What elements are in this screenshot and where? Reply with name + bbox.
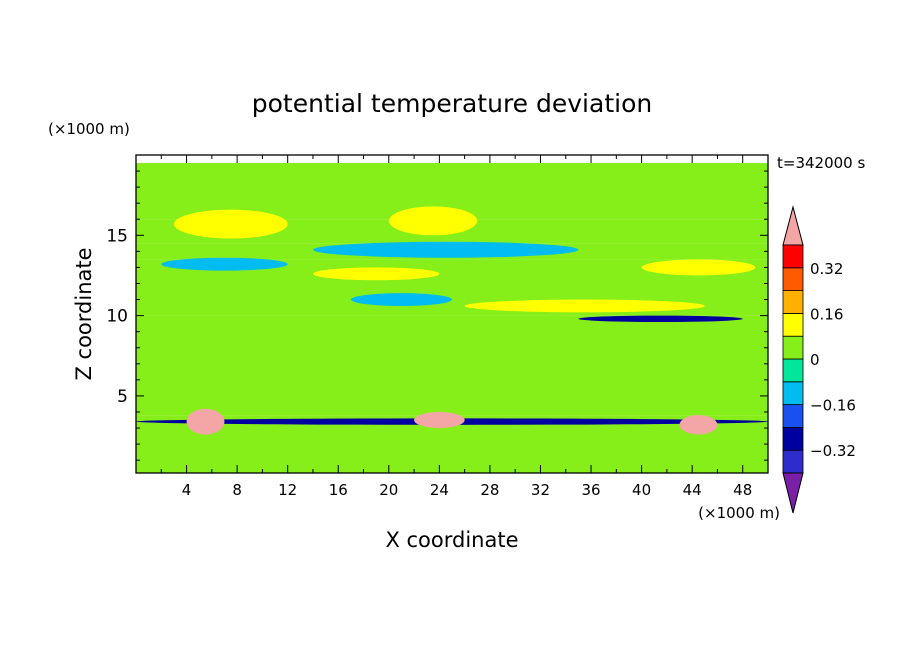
x-unit-label: (×1000 m) <box>698 504 780 522</box>
colorbar-tick-label-0: −0.32 <box>810 442 856 460</box>
field-patch-17 <box>186 408 225 435</box>
colorbar-cell-9 <box>782 244 804 269</box>
field-patch-9 <box>641 259 756 276</box>
x-axis-label: X coordinate <box>385 528 518 552</box>
field-patch-7 <box>173 209 288 239</box>
colorbar-tick-label-2: 0 <box>810 351 820 369</box>
x-tick-label-8: 8 <box>232 481 242 499</box>
x-tick-label-20: 20 <box>379 481 398 499</box>
x-tick-label-40: 40 <box>632 481 651 499</box>
time-label: t=342000 s <box>777 154 865 172</box>
field-band-5 <box>136 315 768 416</box>
colorbar-cell-7 <box>782 290 804 314</box>
colorbar-over-arrow <box>782 205 804 246</box>
colorbar-under-arrow <box>782 472 804 514</box>
colorbar-cell-3 <box>782 381 804 405</box>
field-patch-10 <box>464 299 705 313</box>
y-unit-label: (×1000 m) <box>48 120 130 138</box>
colorbar-tick-label-3: 0.16 <box>810 305 843 323</box>
x-tick-label-36: 36 <box>581 481 600 499</box>
y-axis-label: Z coordinate <box>72 247 96 380</box>
x-axis: 4 8 12 16 20 24 28 32 36 40 44 48 <box>160 155 752 499</box>
colorbar: −0.32 −0.16 0 0.16 0.32 <box>782 205 856 514</box>
x-tick-label-32: 32 <box>531 481 550 499</box>
field-bands <box>136 163 768 473</box>
colorbar-cell-4 <box>782 358 804 383</box>
plot-frame <box>135 154 769 474</box>
colorbar-cells <box>782 244 804 474</box>
field-patch-18 <box>679 415 718 435</box>
colorbar-tick-label-4: 0.32 <box>810 260 843 278</box>
x-tick-label-16: 16 <box>329 481 348 499</box>
y-axis: 5 10 15 <box>106 170 768 461</box>
field-patch-8 <box>388 206 478 236</box>
colorbar-cell-8 <box>782 267 804 291</box>
colorbar-cell-5 <box>782 335 804 360</box>
colorbar-tick-label-1: −0.16 <box>810 397 856 415</box>
contour-field <box>136 163 768 473</box>
x-tick-label-24: 24 <box>430 481 449 499</box>
x-tick-label-48: 48 <box>733 481 752 499</box>
x-tick-label-12: 12 <box>278 481 297 499</box>
colorbar-cell-6 <box>782 312 804 337</box>
field-patch-13 <box>312 241 579 258</box>
colorbar-cell-0 <box>782 449 804 474</box>
x-tick-label-28: 28 <box>480 481 499 499</box>
y-tick-label-5: 5 <box>117 387 128 407</box>
field-patch-15 <box>578 315 743 323</box>
colorbar-cell-2 <box>782 404 804 428</box>
colorbar-ticks: −0.32 −0.16 0 0.16 0.32 <box>810 260 856 460</box>
chart-title: potential temperature deviation <box>252 89 652 118</box>
x-tick-label-44: 44 <box>683 481 702 499</box>
field-patch-14 <box>350 293 452 306</box>
field-patches <box>136 206 768 435</box>
field-patch-19 <box>414 411 465 429</box>
field-patch-12 <box>161 257 288 271</box>
x-tick-label-4: 4 <box>182 481 192 499</box>
y-tick-label-10: 10 <box>106 307 128 327</box>
field-patch-11 <box>312 267 440 281</box>
colorbar-cell-1 <box>782 426 804 451</box>
y-tick-label-15: 15 <box>106 226 128 246</box>
